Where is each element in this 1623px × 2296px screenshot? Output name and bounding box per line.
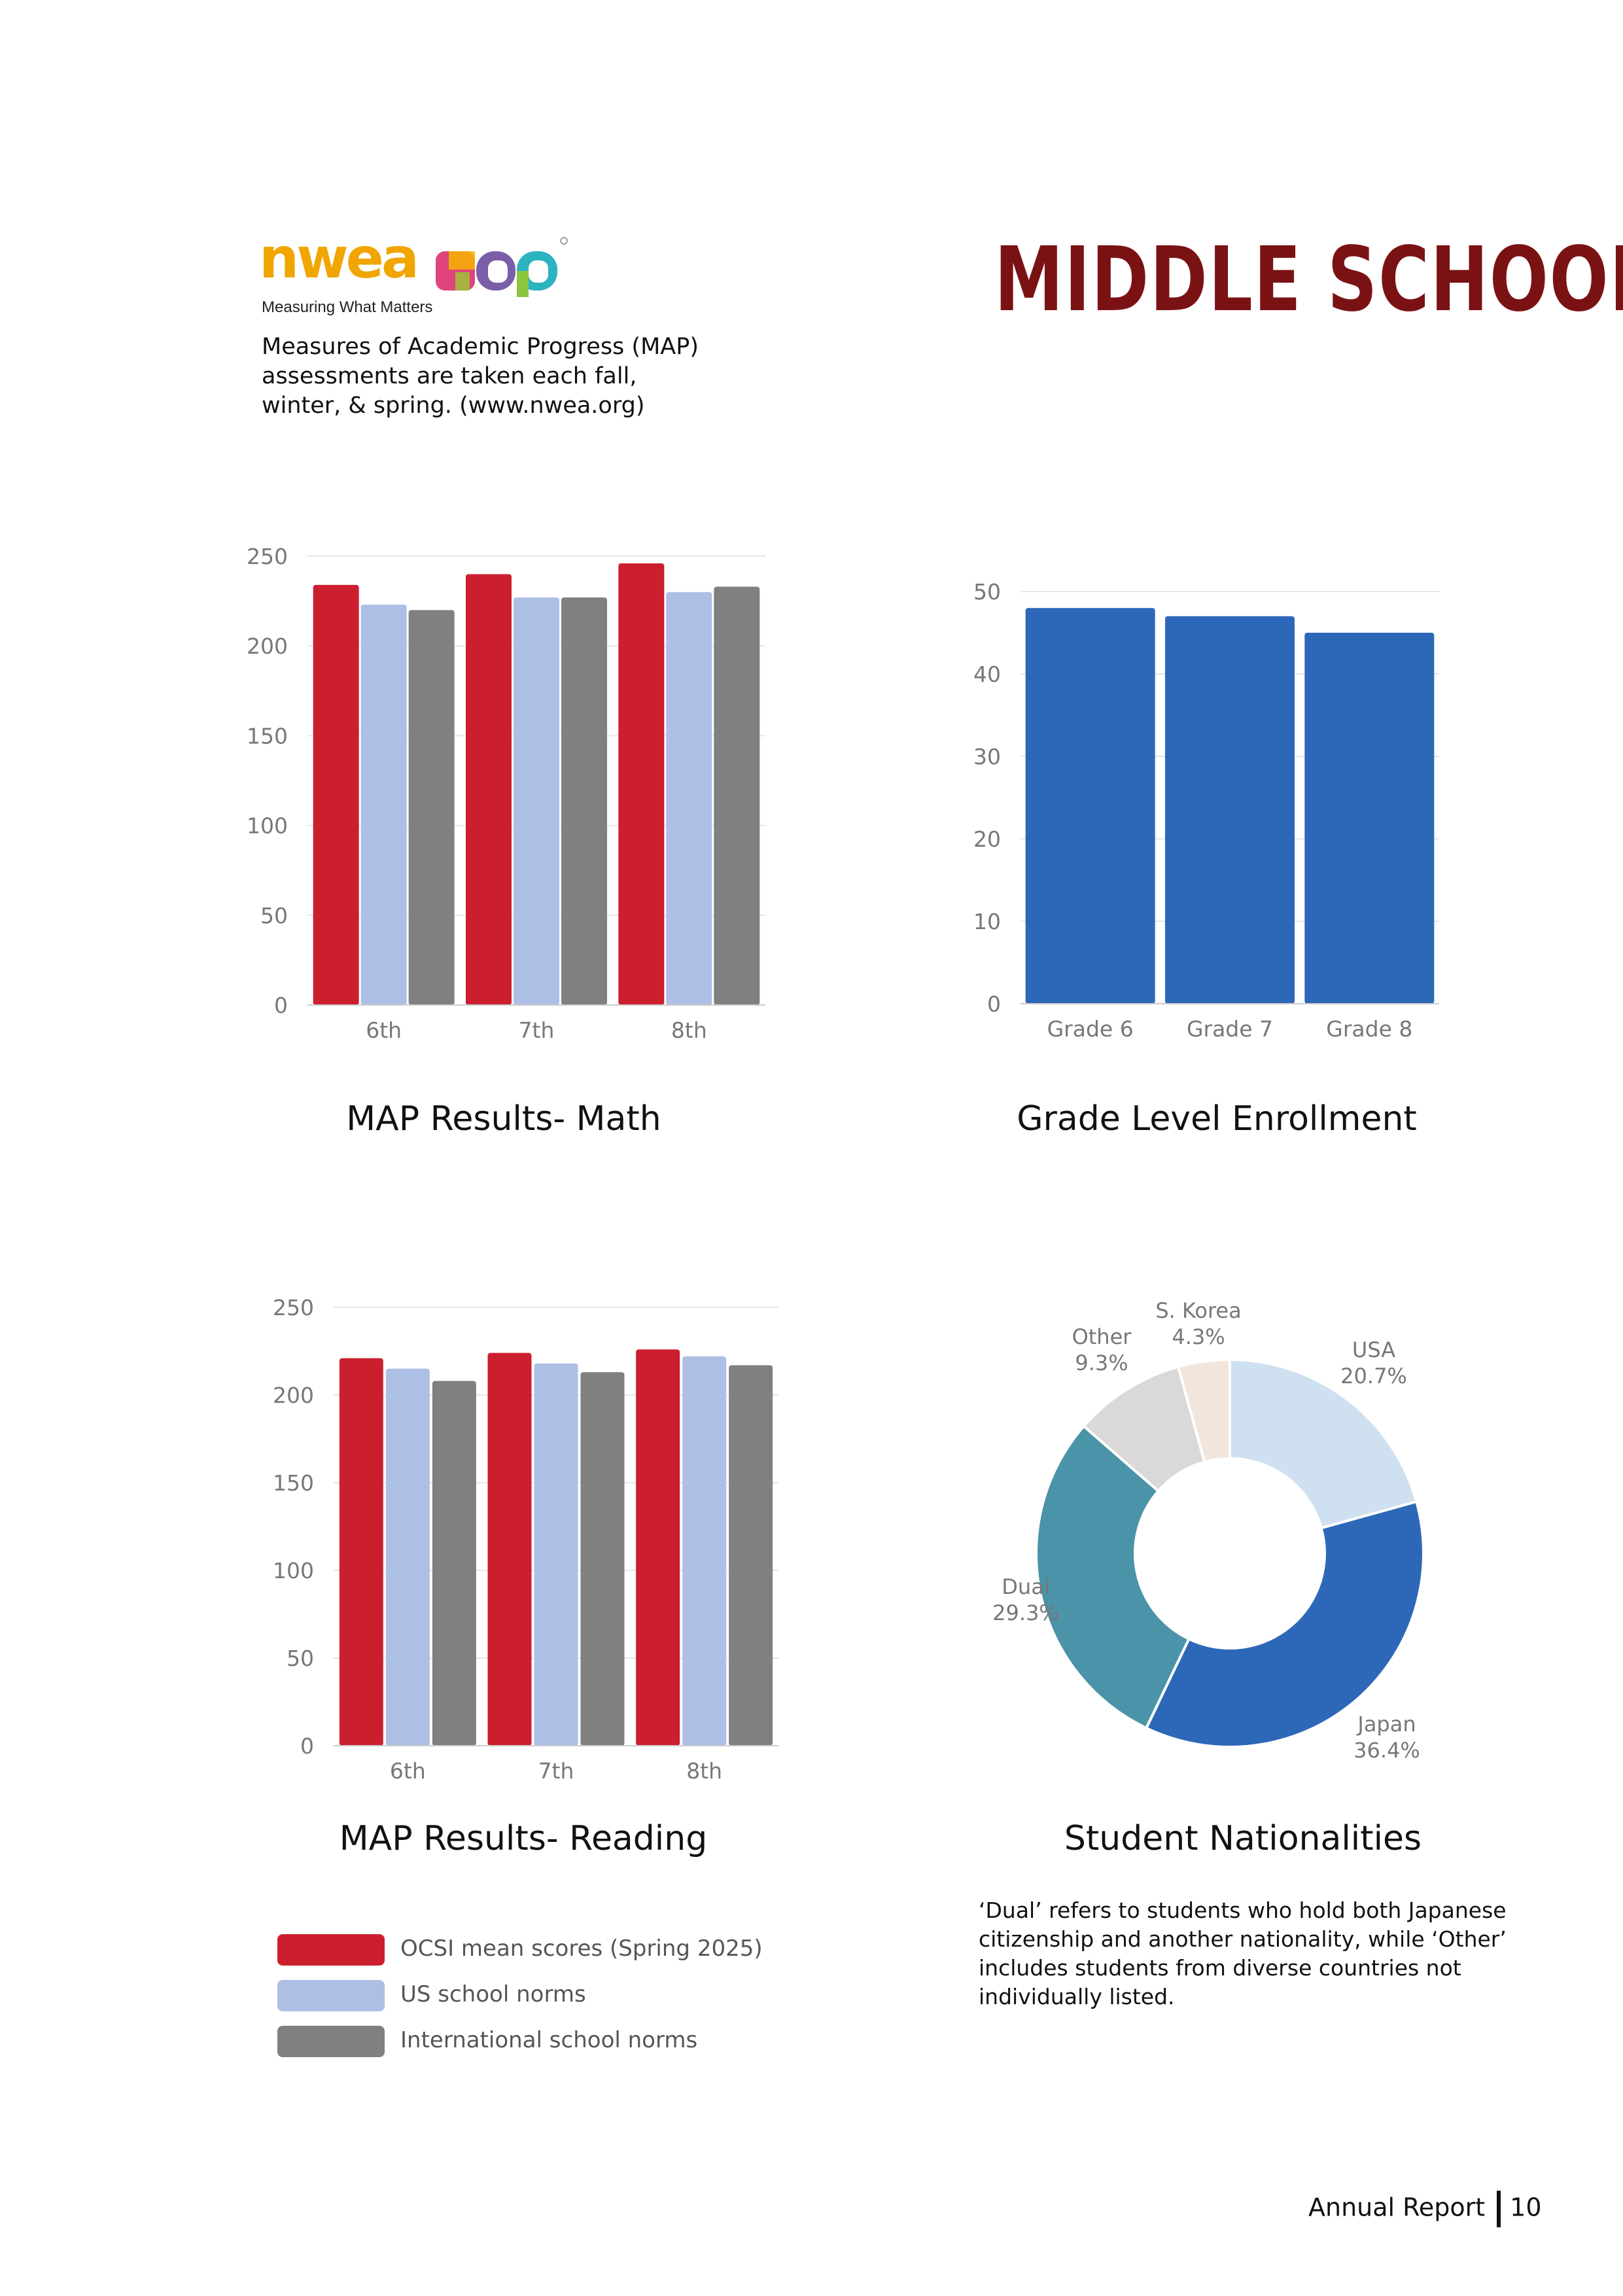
bar: [636, 1349, 680, 1746]
donut-slice: [1144, 1500, 1425, 1748]
bar: [714, 586, 760, 1005]
y-tick-label: 50: [260, 903, 288, 928]
bar: [729, 1365, 773, 1746]
math-chart-caption: MAP Results- Math: [346, 1099, 661, 1139]
bar: [339, 1358, 383, 1746]
y-tick-label: 20: [973, 826, 1001, 852]
y-tick-label: 250: [247, 544, 288, 569]
bar: [682, 1356, 727, 1746]
legend-swatch-us-norms: [277, 1980, 385, 2011]
bar: [666, 592, 712, 1005]
bar: [313, 584, 359, 1005]
y-tick-label: 100: [273, 1558, 314, 1583]
y-tick-label: 150: [247, 723, 288, 749]
enrollment-chart-caption: Grade Level Enrollment: [1017, 1099, 1417, 1139]
math-results-chart: 0 50 100 150 200 250 6th 7th 8th: [247, 544, 765, 1043]
y-tick-label: 100: [247, 813, 288, 839]
donut-slice: [1229, 1358, 1418, 1530]
y-tick-label: 150: [273, 1470, 314, 1496]
y-tick-label: 0: [274, 993, 288, 1018]
footer-label: Annual Report: [1308, 2193, 1486, 2222]
y-tick-label: 200: [273, 1383, 314, 1408]
footer-divider: [1497, 2191, 1501, 2227]
x-tick-label: Grade 6: [1047, 1016, 1134, 1042]
reading-chart-caption: MAP Results- Reading: [339, 1819, 708, 1858]
intro-text: Measures of Academic Progress (MAP) asse…: [262, 334, 699, 419]
x-tick-label: Grade 8: [1326, 1016, 1412, 1042]
slice-label: USA: [1352, 1337, 1395, 1362]
legend-swatch-ocsi: [277, 1934, 385, 1966]
bar: [580, 1372, 625, 1746]
x-tick-label: 7th: [538, 1758, 574, 1780]
bar: [618, 563, 665, 1005]
bar: [432, 1381, 476, 1746]
map-logo-mark: [436, 237, 568, 297]
bar: [534, 1363, 578, 1746]
x-tick-label: 8th: [671, 1017, 707, 1043]
donut-slice: [1176, 1358, 1231, 1464]
logo-tagline: Measuring What Matters: [262, 298, 433, 316]
grade-enrollment-chart: 0 10 20 30 40 50 Grade 6 Grade 7 Grade 8: [973, 579, 1439, 1042]
x-tick-label: 7th: [519, 1017, 555, 1043]
bar: [561, 597, 607, 1005]
page-title: MIDDLE SCHOOL: [994, 228, 1623, 332]
y-tick-label: 50: [973, 579, 1001, 605]
bar: [466, 574, 512, 1005]
legend-label-intl-norms: International school norms: [400, 2027, 698, 2053]
legend-label-us-norms: US school norms: [400, 1981, 586, 2007]
slice-value-label: 9.3%: [1075, 1351, 1128, 1375]
slice-value-label: 4.3%: [1172, 1324, 1225, 1349]
y-tick-label: 40: [973, 662, 1001, 687]
y-tick-label: 10: [973, 909, 1001, 934]
legend-label-ocsi: OCSI mean scores (Spring 2025): [400, 1935, 763, 1962]
page-footer: Annual Report 10: [1308, 2191, 1542, 2227]
y-tick-label: 50: [287, 1646, 314, 1671]
legend-swatch-intl-norms: [277, 2026, 385, 2057]
bar: [385, 1368, 430, 1746]
reading-results-chart: 0 50 100 150 200 250 6th 7th 8th: [273, 1295, 778, 1780]
x-tick-label: 6th: [366, 1017, 402, 1043]
bar: [1165, 616, 1295, 1004]
y-tick-label: 0: [300, 1733, 314, 1759]
bar: [360, 605, 407, 1005]
y-tick-label: 200: [247, 633, 288, 659]
x-tick-label: 6th: [390, 1758, 426, 1780]
y-tick-label: 30: [973, 744, 1001, 769]
nwea-map-logo: nwea Measuring What Matters: [259, 230, 625, 317]
bar: [1304, 633, 1435, 1004]
bar: [408, 610, 455, 1005]
x-tick-label: 8th: [686, 1758, 722, 1780]
bar: [1025, 608, 1155, 1004]
donut-slice: [1035, 1424, 1191, 1730]
nationalities-chart-caption: Student Nationalities: [1064, 1819, 1422, 1858]
slice-label: S. Korea: [1155, 1298, 1241, 1323]
bar: [514, 597, 559, 1005]
bar: [487, 1352, 532, 1746]
logo-brand: nwea: [259, 226, 419, 291]
slice-label: Other: [1072, 1324, 1132, 1349]
page-number: 10: [1510, 2193, 1542, 2222]
y-tick-label: 0: [987, 991, 1001, 1017]
slice-label: Dual: [1002, 1574, 1049, 1599]
nationalities-note: ‘Dual’ refers to students who hold both …: [979, 1898, 1507, 2009]
x-tick-label: Grade 7: [1187, 1016, 1273, 1042]
slice-value-label: 20.7%: [1340, 1364, 1407, 1388]
slice-value-label: 29.3%: [992, 1600, 1059, 1625]
y-tick-label: 250: [273, 1295, 314, 1320]
slice-label: Japan: [1356, 1712, 1416, 1737]
slice-value-label: 36.4%: [1353, 1738, 1420, 1763]
